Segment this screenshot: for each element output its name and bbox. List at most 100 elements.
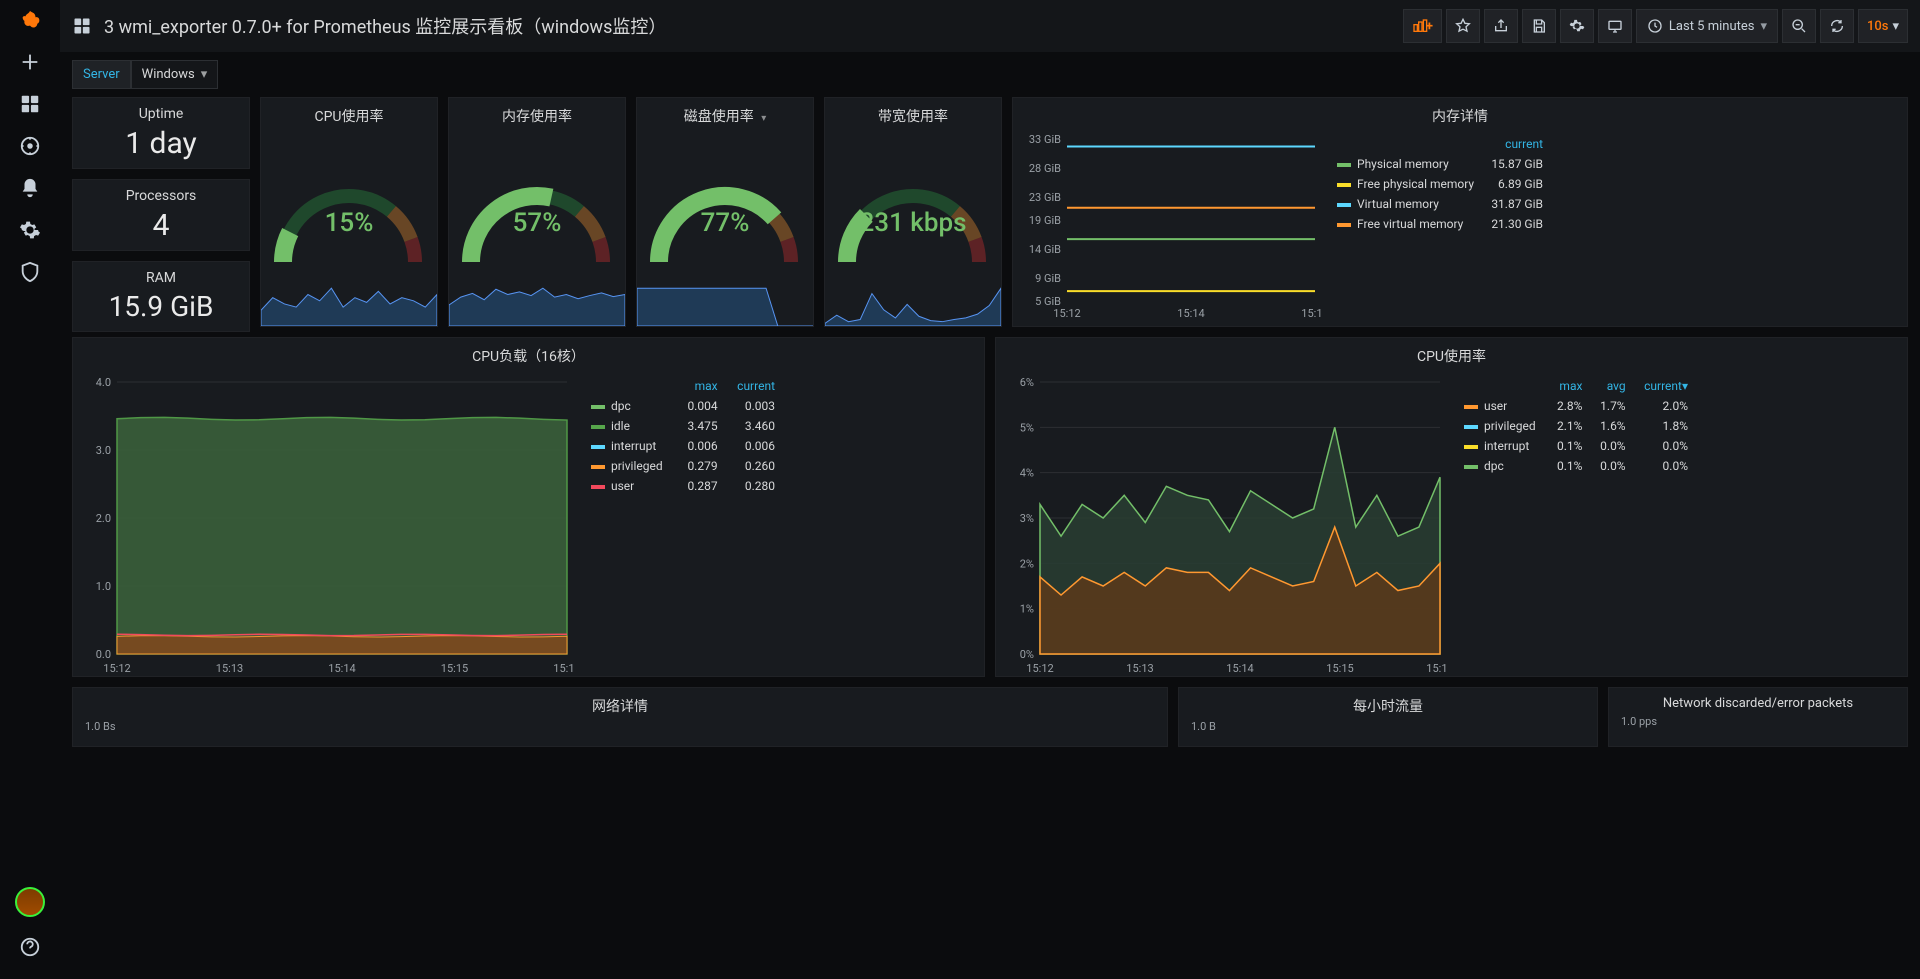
svg-text:6%: 6% xyxy=(1020,376,1034,389)
variable-label: Server xyxy=(72,60,131,89)
memory-chart: 5 GiB9 GiB14 GiB19 GiB23 GiB28 GiB33 GiB… xyxy=(1021,134,1321,320)
svg-text:2%: 2% xyxy=(1020,557,1034,570)
stat-value: 15.9 GiB xyxy=(109,286,214,331)
axis-label: 1.0 pps xyxy=(1609,715,1907,728)
refresh-button[interactable] xyxy=(1820,9,1854,43)
cpu-usage-legend: maxavgcurrent▾user2.8%1.7%2.0%privileged… xyxy=(1456,376,1696,476)
panel-title: CPU使用率 xyxy=(261,98,437,130)
cycle-view-button[interactable] xyxy=(1598,9,1632,43)
svg-text:15:12: 15:12 xyxy=(103,662,130,675)
memory-detail-panel[interactable]: 内存详情 5 GiB9 GiB14 GiB19 GiB23 GiB28 GiB3… xyxy=(1012,97,1908,327)
dashboard-title[interactable]: 3 wmi_exporter 0.7.0+ for Prometheus 监控展… xyxy=(104,13,666,39)
cpu-usage-chart: 0% 1% 2% 3% 4% 5% 6% 15:12 15:13 15:14 15:15 15:16 xyxy=(1006,376,1446,676)
svg-text:15:13: 15:13 xyxy=(1126,662,1153,675)
gauge-value: 231 kbps xyxy=(860,208,967,238)
ram-panel[interactable]: RAM 15.9 GiB xyxy=(72,261,250,332)
gauge-value: 57% xyxy=(513,208,562,238)
processors-panel[interactable]: Processors 4 xyxy=(72,179,250,251)
svg-text:33 GiB: 33 GiB xyxy=(1029,134,1061,146)
axis-label: 1.0 B xyxy=(1179,720,1597,733)
svg-text:15:14: 15:14 xyxy=(328,662,355,675)
panel-title: 每小时流量 xyxy=(1179,688,1597,720)
explore-icon[interactable] xyxy=(18,134,42,158)
shield-icon[interactable] xyxy=(18,260,42,284)
svg-text:28 GiB: 28 GiB xyxy=(1029,162,1061,175)
save-button[interactable] xyxy=(1522,9,1556,43)
gear-icon[interactable] xyxy=(18,218,42,242)
panel-title: Network discarded/error packets xyxy=(1609,688,1907,715)
panel-title: 内存详情 xyxy=(1013,98,1907,130)
star-button[interactable] xyxy=(1446,9,1480,43)
svg-text:15:12: 15:12 xyxy=(1026,662,1053,675)
stat-value: 1 day xyxy=(125,122,197,169)
uptime-panel[interactable]: Uptime 1 day xyxy=(72,97,250,169)
plus-icon[interactable] xyxy=(18,50,42,74)
time-range-picker[interactable]: Last 5 minutes ▾ xyxy=(1636,9,1778,43)
svg-text:3.0: 3.0 xyxy=(96,444,111,457)
stat-value: 4 xyxy=(153,204,170,251)
svg-text:15:14: 15:14 xyxy=(1226,662,1253,675)
svg-text:0%: 0% xyxy=(1020,648,1034,661)
share-button[interactable] xyxy=(1484,9,1518,43)
svg-text:23 GiB: 23 GiB xyxy=(1029,191,1061,204)
refresh-interval-label: 10s xyxy=(1867,19,1888,34)
panel-title: Uptime xyxy=(139,98,184,122)
avatar[interactable] xyxy=(15,887,45,917)
bandwidth-gauge-panel[interactable]: 带宽使用率 231 kbps xyxy=(824,97,1002,327)
settings-button[interactable] xyxy=(1560,9,1594,43)
axis-label: 1.0 Bs xyxy=(73,720,1167,733)
svg-text:2.0: 2.0 xyxy=(96,512,111,525)
variable-select[interactable]: Windows▾ xyxy=(131,60,219,89)
dashboards-icon[interactable] xyxy=(18,92,42,116)
cpu-gauge-panel[interactable]: CPU使用率 15% xyxy=(260,97,438,327)
refresh-interval-picker[interactable]: 10s ▾ xyxy=(1858,9,1908,43)
panel-title: Processors xyxy=(126,180,197,204)
panel-title: CPU使用率 xyxy=(996,338,1907,370)
network-discard-panel[interactable]: Network discarded/error packets 1.0 pps xyxy=(1608,687,1908,747)
svg-text:15:16: 15:16 xyxy=(553,662,573,675)
dashboards-icon[interactable] xyxy=(72,16,92,36)
panel-title: 带宽使用率 xyxy=(825,98,1001,130)
cpu-load-legend: maxcurrentdpc0.0040.003idle3.4753.460int… xyxy=(583,376,783,496)
svg-text:1.0: 1.0 xyxy=(96,580,111,593)
cpu-usage-panel[interactable]: CPU使用率 0% 1% 2% 3% 4% 5% 6% 15:12 15:13 15:14 15:1… xyxy=(995,337,1908,677)
svg-text:15:13: 15:13 xyxy=(216,662,243,675)
hourly-traffic-panel[interactable]: 每小时流量 1.0 B xyxy=(1178,687,1598,747)
sidebar xyxy=(0,0,60,979)
svg-text:15:15: 15:15 xyxy=(441,662,468,675)
disk-gauge-panel[interactable]: 磁盘使用率 ▾ 77% xyxy=(636,97,814,327)
panel-title: 磁盘使用率 ▾ xyxy=(637,98,813,130)
svg-text:5%: 5% xyxy=(1020,421,1034,434)
add-panel-button[interactable]: + xyxy=(1403,9,1442,43)
svg-text:15:16: 15:16 xyxy=(1426,662,1446,675)
svg-text:15:15: 15:15 xyxy=(1326,662,1353,675)
gauge-value: 15% xyxy=(325,208,374,238)
variable-row: Server Windows▾ xyxy=(60,52,1920,97)
zoom-out-button[interactable] xyxy=(1782,9,1816,43)
svg-text:19 GiB: 19 GiB xyxy=(1029,214,1061,227)
time-range-label: Last 5 minutes xyxy=(1669,19,1755,34)
cpu-load-chart: 0.0 1.0 2.0 3.0 4.0 15:12 15:13 15:14 15:15 15:16 xyxy=(83,376,573,676)
panel-title: RAM xyxy=(146,262,176,286)
cpu-load-panel[interactable]: CPU负载（16核） 0.0 1.0 2.0 3.0 4.0 15:12 15:13 15:1… xyxy=(72,337,985,677)
mem-gauge-panel[interactable]: 内存使用率57% xyxy=(448,97,626,327)
svg-text:0.0: 0.0 xyxy=(96,648,111,661)
alert-icon[interactable] xyxy=(18,176,42,200)
svg-text:15:12: 15:12 xyxy=(1053,307,1080,320)
help-icon[interactable] xyxy=(18,935,42,959)
grafana-logo[interactable] xyxy=(18,8,42,32)
svg-text:9 GiB: 9 GiB xyxy=(1035,272,1061,285)
gauge-value: 77% xyxy=(701,208,750,238)
svg-text:15:16: 15:16 xyxy=(1301,307,1321,320)
svg-text:1%: 1% xyxy=(1020,603,1034,616)
memory-legend: currentPhysical memory15.87 GiBFree phys… xyxy=(1329,134,1551,234)
svg-text:3%: 3% xyxy=(1020,512,1034,525)
topbar: 3 wmi_exporter 0.7.0+ for Prometheus 监控展… xyxy=(60,0,1920,52)
panel-title: CPU负载（16核） xyxy=(73,338,984,370)
network-detail-panel[interactable]: 网络详情 1.0 Bs xyxy=(72,687,1168,747)
svg-text:4%: 4% xyxy=(1020,467,1034,480)
svg-text:4.0: 4.0 xyxy=(96,376,111,389)
svg-text:14 GiB: 14 GiB xyxy=(1029,243,1061,256)
panel-title: 网络详情 xyxy=(73,688,1167,720)
svg-text:15:14: 15:14 xyxy=(1177,307,1204,320)
